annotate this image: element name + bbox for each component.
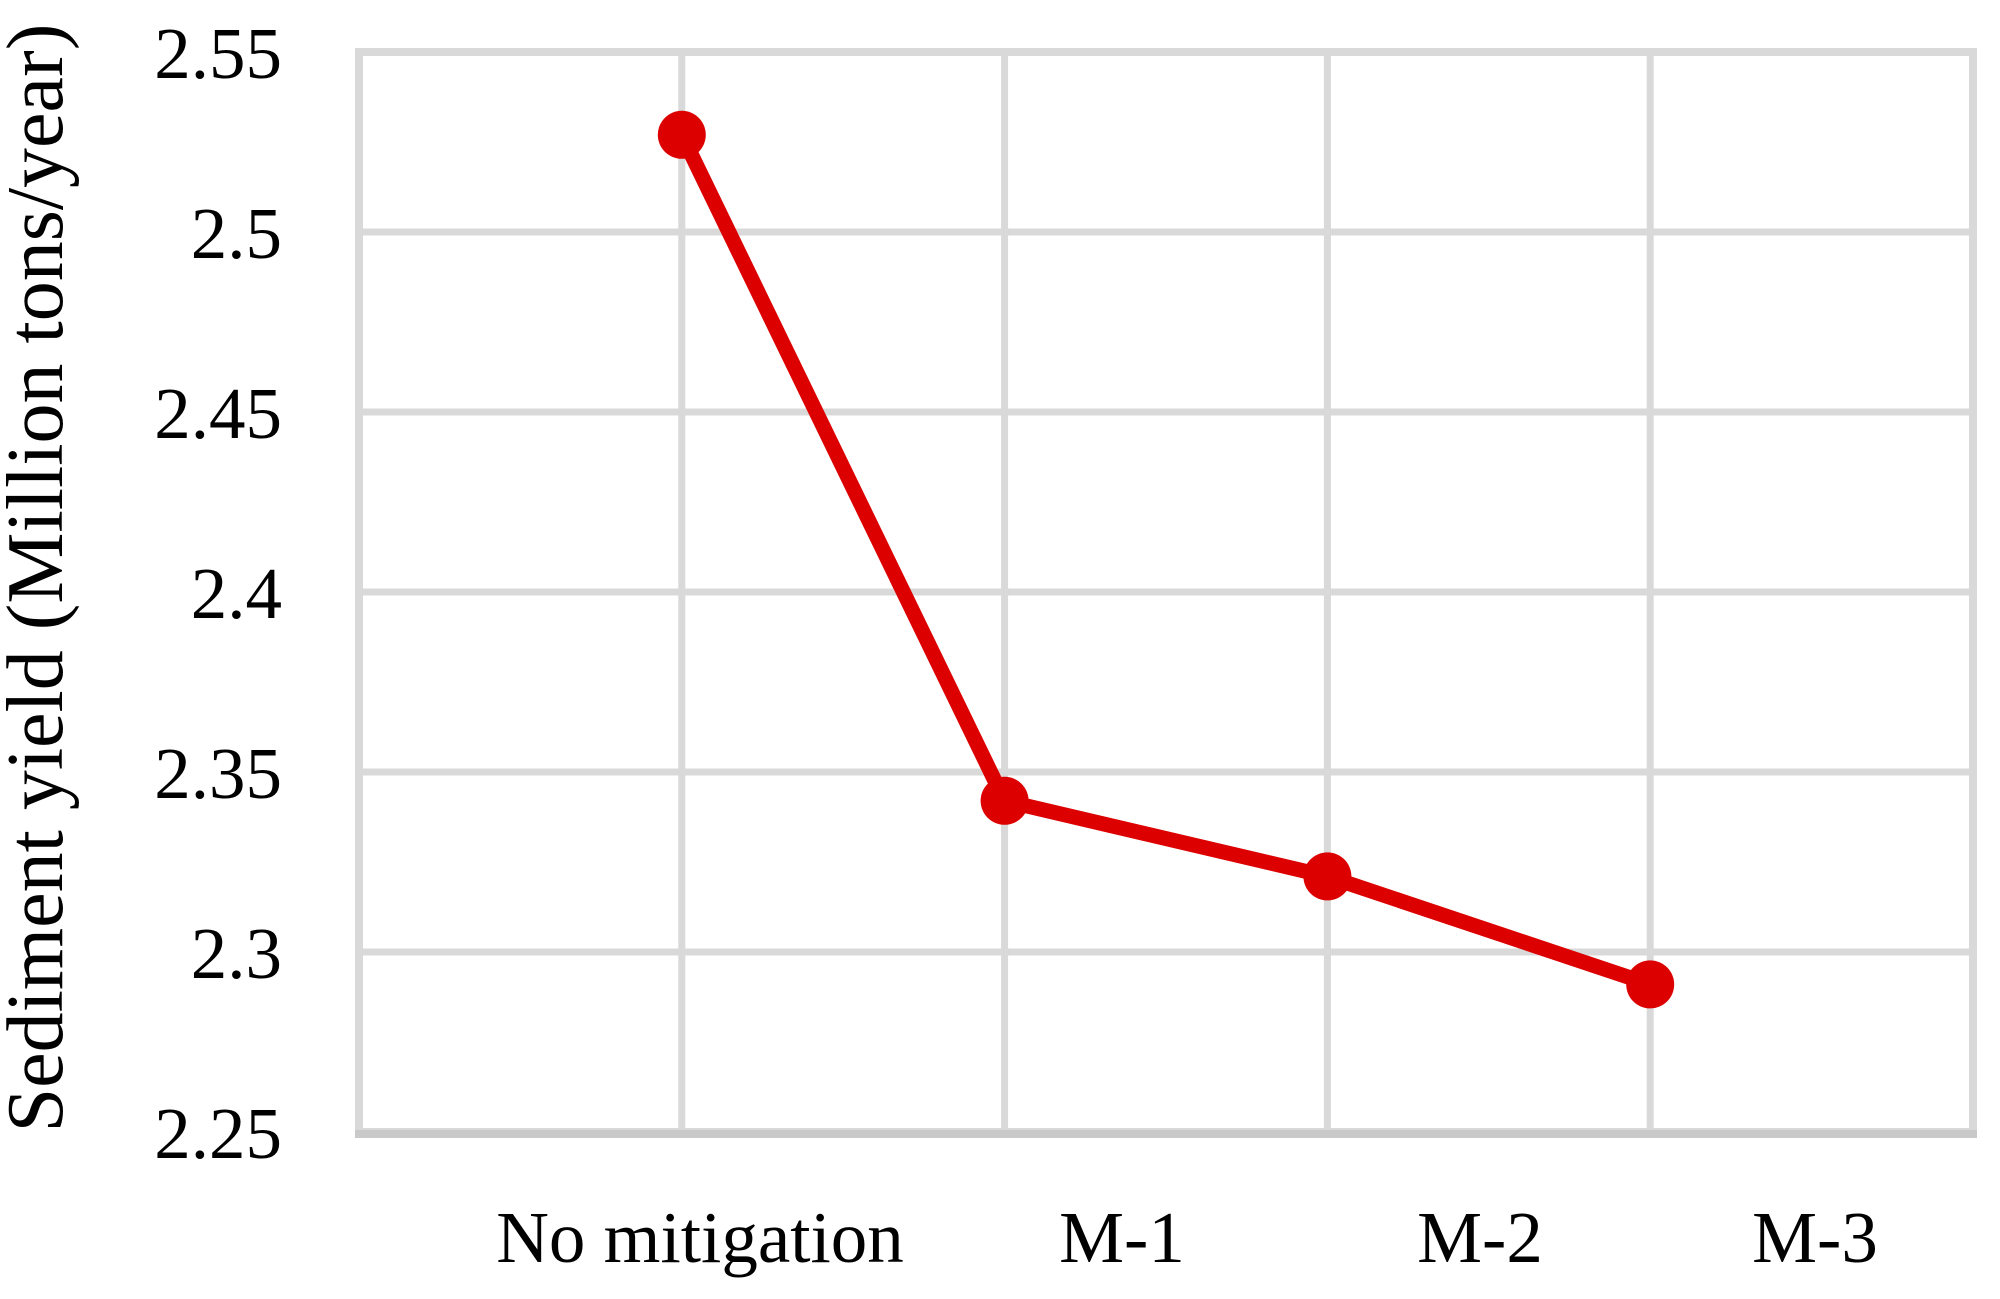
y-tick-label: 2.45 <box>154 373 282 454</box>
y-tick-label: 2.35 <box>154 733 282 814</box>
y-tick-label: 2.3 <box>191 913 282 994</box>
y-axis-title: Sediment yield (Million tons/year) <box>0 24 80 1133</box>
data-point-marker <box>980 776 1029 825</box>
x-category-label: M-3 <box>1752 1197 1878 1278</box>
y-tick-label: 2.25 <box>154 1093 282 1174</box>
gridlines-layer <box>355 48 1977 1138</box>
data-point-marker <box>1303 852 1352 901</box>
data-point-marker <box>657 110 706 159</box>
data-point-marker <box>1626 960 1675 1009</box>
axis-labels-layer: 2.55 2.5 2.45 2.4 2.35 2.3 2.25 No mitigation M-… <box>154 13 1878 1278</box>
x-category-label: M-1 <box>1059 1197 1185 1278</box>
y-tick-label: 2.55 <box>154 13 282 94</box>
x-category-label: M-2 <box>1417 1197 1543 1278</box>
y-tick-label: 2.5 <box>191 193 282 274</box>
series-line <box>675 131 1653 992</box>
series-layer <box>657 110 1675 1009</box>
x-category-label: No mitigation <box>496 1197 904 1278</box>
y-tick-label: 2.4 <box>191 553 282 634</box>
